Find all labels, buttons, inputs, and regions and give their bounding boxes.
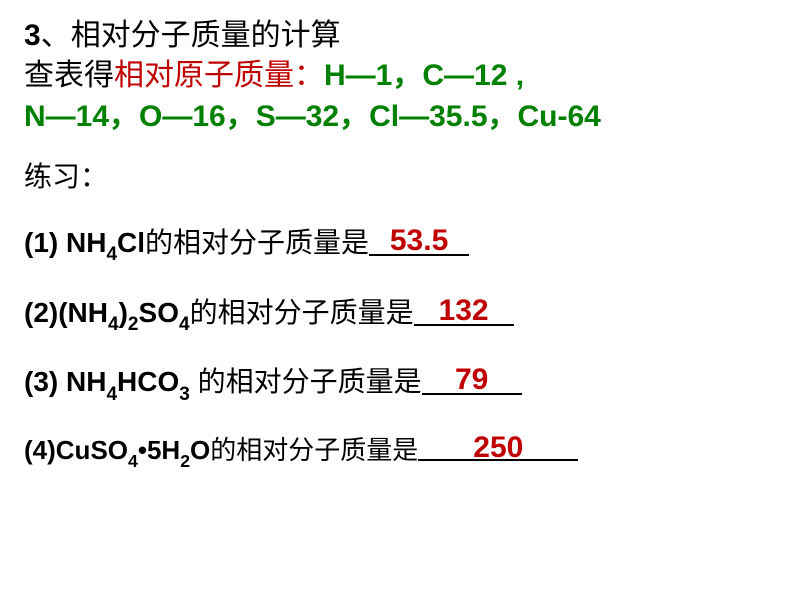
ex4-answer: 250	[473, 431, 523, 464]
title-separator: 、	[41, 19, 71, 52]
lookup-values-1: H—1，C—12 ,	[324, 59, 524, 92]
section-title: 3、相对分子质量的计算	[24, 10, 770, 54]
ex3-tail: 的相对分子质量是	[198, 367, 422, 398]
ex2-answer: 132	[439, 294, 489, 327]
ex2-tail: 的相对分子质量是	[190, 298, 414, 329]
slide-content: 3、相对分子质量的计算 查表得相对原子质量：H—1，C—12 , N—14，O—…	[0, 0, 794, 478]
ex1-answer: 53.5	[390, 224, 448, 257]
exercise-2: (2)(NH4)2SO4的相对分子质量是 132	[24, 291, 770, 335]
lookup-prefix: 查表得	[24, 59, 114, 92]
ex2-blank: 132	[414, 296, 514, 326]
section-number: 3	[24, 19, 41, 52]
ex3-formula: NH4HCO3	[66, 366, 198, 397]
ex4-blank: 250	[418, 433, 578, 461]
title-text: 相对分子质量的计算	[71, 19, 341, 52]
ex3-blank: 79	[422, 365, 522, 395]
exercise-3: (3) NH4HCO3 的相对分子质量是 79	[24, 360, 770, 404]
practice-label: 练习：	[24, 155, 770, 195]
atomic-mass-lookup: 查表得相对原子质量：H—1，C—12 , N—14，O—16，S—32，Cl—3…	[24, 56, 770, 137]
exercise-1: (1) NH4Cl的相对分子质量是 53.5	[24, 221, 770, 265]
ex1-blank: 53.5	[369, 226, 469, 256]
ex2-num: (2)	[24, 297, 58, 328]
ex3-num: (3)	[24, 366, 66, 397]
ex1-num: (1)	[24, 227, 66, 258]
ex4-tail: 的相对分子质量是	[210, 436, 418, 465]
ex1-formula: NH4Cl	[66, 227, 145, 258]
ex2-formula: (NH4)2SO4	[58, 297, 189, 328]
ex3-answer: 79	[455, 363, 488, 396]
lookup-label: 相对原子质量：	[114, 59, 324, 92]
ex4-formula: CuSO4•5H2O	[56, 435, 211, 465]
ex4-num: (4)	[24, 435, 56, 465]
exercise-4: (4)CuSO4•5H2O的相对分子质量是 250	[24, 430, 770, 470]
ex1-tail: 的相对分子质量是	[145, 228, 369, 259]
lookup-values-2: N—14，O—16，S—32，Cl—35.5，Cu-64	[24, 100, 601, 133]
